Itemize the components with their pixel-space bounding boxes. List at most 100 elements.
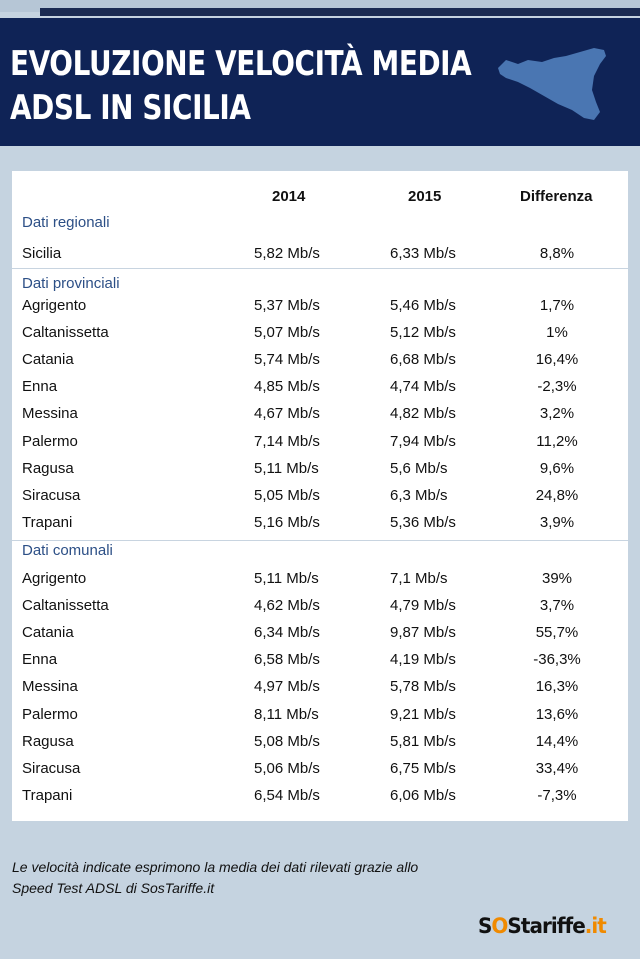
table-row: Messina 4,67 Mb/s 4,82 Mb/s 3,2% [12,401,628,428]
cell-2015: 6,75 Mb/s [390,759,456,777]
cell-name: Sicilia [22,245,62,262]
table-row: Catania 6,34 Mb/s 9,87 Mb/s 55,7% [12,620,628,647]
cell-2015: 7,1 Mb/s [390,570,448,587]
cell-2014: 5,05 Mb/s [254,486,320,504]
cell-differenza: 3,9% [539,513,575,531]
cell-2015: 7,94 Mb/s [390,432,456,450]
cell-differenza: 1,7% [539,297,575,314]
cell-2015: 5,78 Mb/s [390,678,456,696]
cell-2014: 6,34 Mb/s [254,624,320,642]
cell-2014: 5,37 Mb/s [254,297,320,314]
logo-text-3: S [507,914,521,938]
cell-name: Caltanissetta [22,324,109,342]
cell-2014: 5,74 Mb/s [254,351,320,369]
cell-2014: 4,67 Mb/s [254,405,320,423]
cell-differenza: 3,2% [539,405,575,423]
cell-differenza: 39% [541,570,573,587]
cell-name: Ragusa [22,732,74,750]
cell-2014: 5,16 Mb/s [254,513,320,531]
cell-2014: 5,11 Mb/s [254,570,319,587]
table-row: Sicilia 5,82 Mb/s 6,33 Mb/s 8,8% [12,241,628,268]
cell-2015: 6,06 Mb/s [390,786,456,804]
cell-2014: 4,97 Mb/s [254,678,320,696]
sostariffe-logo: SOStariffe.it [478,914,607,938]
cell-name: Siracusa [22,759,81,777]
cell-differenza: 16,3% [535,678,579,696]
table-row: Enna 4,85 Mb/s 4,74 Mb/s -2,3% [12,374,628,401]
cell-name: Enna [22,651,58,669]
table-row: Palermo 7,14 Mb/s 7,94 Mb/s 11,2% [12,429,628,456]
table-row: Agrigento 5,11 Mb/s 7,1 Mb/s 39% [12,566,628,593]
section-label: Dati provinciali [22,275,120,292]
cell-2014: 4,85 Mb/s [254,378,320,396]
cell-differenza: 11,2% [536,432,578,450]
cell-name: Messina [22,405,78,423]
cell-2015: 5,6 Mb/s [390,459,448,477]
cell-2015: 4,19 Mb/s [390,651,456,669]
cell-differenza: 55,7% [535,624,579,642]
cell-name: Catania [22,351,74,369]
title-line-1: EVOLUZIONE VELOCITÀ MEDIA [10,44,472,84]
cell-2014: 5,82 Mb/s [254,245,320,262]
cell-differenza: 24,8% [535,486,579,504]
cell-differenza: 9,6% [539,459,575,477]
cell-2014: 5,11 Mb/s [254,459,319,477]
cell-2014: 5,08 Mb/s [254,732,320,750]
table-row: Catania 5,74 Mb/s 6,68 Mb/s 16,4% [12,347,628,374]
table-row: Ragusa 5,08 Mb/s 5,81 Mb/s 14,4% [12,729,628,756]
cell-name: Messina [22,678,78,696]
logo-text-1: S [478,914,492,938]
cell-differenza: -7,3% [537,786,577,804]
cell-differenza: 1% [546,324,568,342]
column-header-differenza: Differenza [520,188,593,205]
cell-differenza: 3,7% [539,597,575,615]
cell-name: Agrigento [22,570,87,587]
logo-text-5: .it [584,914,607,938]
table-row: Caltanissetta 5,07 Mb/s 5,12 Mb/s 1% [12,320,628,347]
cell-2015: 9,21 Mb/s [390,705,456,723]
table-row: Ragusa 5,11 Mb/s 5,6 Mb/s 9,6% [12,456,628,483]
cell-name: Agrigento [22,297,87,314]
cell-2014: 6,54 Mb/s [254,786,320,804]
table-row: Trapani 6,54 Mb/s 6,06 Mb/s -7,3% [12,783,628,810]
cell-name: Trapani [22,786,73,804]
cell-2015: 6,3 Mb/s [390,486,448,504]
footnote-line-2: Speed Test ADSL di SosTariffe.it [12,880,215,896]
table-row: Enna 6,58 Mb/s 4,19 Mb/s -36,3% [12,647,628,674]
cell-differenza: 13,6% [535,705,579,723]
cell-2014: 5,07 Mb/s [254,324,320,342]
cell-differenza: 16,4% [535,351,579,369]
logo-text-2: O [491,914,508,938]
table-row: Siracusa 5,05 Mb/s 6,3 Mb/s 24,8% [12,483,628,510]
table-row: Caltanissetta 4,62 Mb/s 4,79 Mb/s 3,7% [12,593,628,620]
table-row: Agrigento 5,37 Mb/s 5,46 Mb/s 1,7% [12,293,628,320]
cell-2014: 4,62 Mb/s [254,597,320,615]
title-line-2: ADSL IN SICILIA [10,88,251,128]
cell-differenza: 33,4% [535,759,579,777]
cell-name: Enna [22,378,58,396]
column-header-2015: 2015 [408,188,442,205]
top-strip-accent [40,8,640,16]
cell-name: Palermo [22,705,78,723]
table-row: Siracusa 5,06 Mb/s 6,75 Mb/s 33,4% [12,756,628,783]
logo-text-4: tariffe [520,914,586,938]
cell-name: Siracusa [22,486,81,504]
cell-name: Palermo [22,432,78,450]
section-divider [12,268,628,269]
column-header-2014: 2014 [272,188,306,205]
cell-name: Caltanissetta [22,597,109,615]
sicily-map-icon [498,48,606,120]
cell-2015: 6,33 Mb/s [390,245,456,262]
cell-2015: 9,87 Mb/s [390,624,456,642]
table-row: Trapani 5,16 Mb/s 5,36 Mb/s 3,9% [12,510,628,537]
cell-2015: 4,74 Mb/s [390,378,456,396]
cell-2014: 6,58 Mb/s [254,651,320,669]
table-panel [12,171,628,821]
table-row: Palermo 8,11 Mb/s 9,21 Mb/s 13,6% [12,702,628,729]
cell-2014: 7,14 Mb/s [254,432,320,450]
cell-2015: 6,68 Mb/s [390,351,456,369]
cell-name: Catania [22,624,74,642]
section-label: Dati regionali [22,214,110,231]
section-divider [12,540,628,541]
footnote-line-1: Le velocità indicate esprimono la media … [12,859,419,875]
